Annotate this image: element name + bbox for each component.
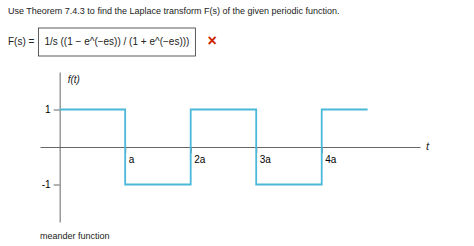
annotation: 1/s ((1 − e^(−es)) / (1 + e^(−es))) [44,36,189,47]
y-axis-line [60,73,61,223]
x-tick-label: a [129,154,135,165]
y-tick-label: 1 [45,104,51,115]
y-axis: 1 -1 [42,73,60,223]
y-tick-mark [54,110,60,111]
x-tick-label: 2a [194,154,206,165]
y-tick-label: -1 [42,179,51,190]
y-tick: -1 [42,179,60,190]
x-tick-label: 3a [260,154,272,165]
y-tick-mark [54,185,60,186]
x-tick: 4a [322,147,337,165]
x-tick: 3a [257,147,272,165]
y-axis-label: f(t) [68,74,80,85]
series-line [60,110,368,185]
chart: Use Theorem 7.4.3 to find the Laplace tr… [0,0,474,246]
x-tick: 2a [191,147,206,165]
answer-box [38,28,195,56]
y-tick: 1 [45,104,60,115]
x-axis-line [41,147,421,148]
x-axis: a 2a 3a 4a [41,147,421,165]
x-tick: a [126,147,135,165]
annotation: × [207,32,216,49]
x-tick-label: 4a [325,154,337,165]
title: Use Theorem 7.4.3 to find the Laplace tr… [8,6,340,16]
x-axis-label: t [426,140,430,152]
annotation: F(s) = [8,36,35,47]
subtitle: meander function [40,231,110,241]
plot-area [60,110,368,185]
